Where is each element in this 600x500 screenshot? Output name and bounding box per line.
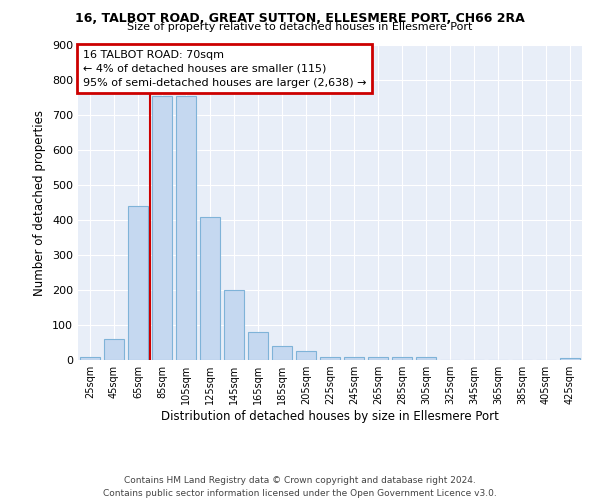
- Bar: [128, 206, 148, 360]
- Bar: [80, 356, 100, 360]
- Text: Size of property relative to detached houses in Ellesmere Port: Size of property relative to detached ho…: [127, 22, 473, 32]
- Bar: [320, 356, 340, 360]
- Text: 16, TALBOT ROAD, GREAT SUTTON, ELLESMERE PORT, CH66 2RA: 16, TALBOT ROAD, GREAT SUTTON, ELLESMERE…: [75, 12, 525, 26]
- Bar: [152, 96, 172, 360]
- Bar: [200, 216, 220, 360]
- Bar: [224, 290, 244, 360]
- X-axis label: Distribution of detached houses by size in Ellesmere Port: Distribution of detached houses by size …: [161, 410, 499, 423]
- Bar: [416, 357, 436, 360]
- Y-axis label: Number of detached properties: Number of detached properties: [34, 110, 46, 296]
- Text: 16 TALBOT ROAD: 70sqm
← 4% of detached houses are smaller (115)
95% of semi-deta: 16 TALBOT ROAD: 70sqm ← 4% of detached h…: [83, 50, 367, 88]
- Bar: [392, 356, 412, 360]
- Bar: [560, 358, 580, 360]
- Bar: [296, 350, 316, 360]
- Bar: [344, 356, 364, 360]
- Bar: [248, 332, 268, 360]
- Bar: [272, 346, 292, 360]
- Text: Contains HM Land Registry data © Crown copyright and database right 2024.
Contai: Contains HM Land Registry data © Crown c…: [103, 476, 497, 498]
- Bar: [176, 96, 196, 360]
- Bar: [104, 339, 124, 360]
- Bar: [368, 356, 388, 360]
